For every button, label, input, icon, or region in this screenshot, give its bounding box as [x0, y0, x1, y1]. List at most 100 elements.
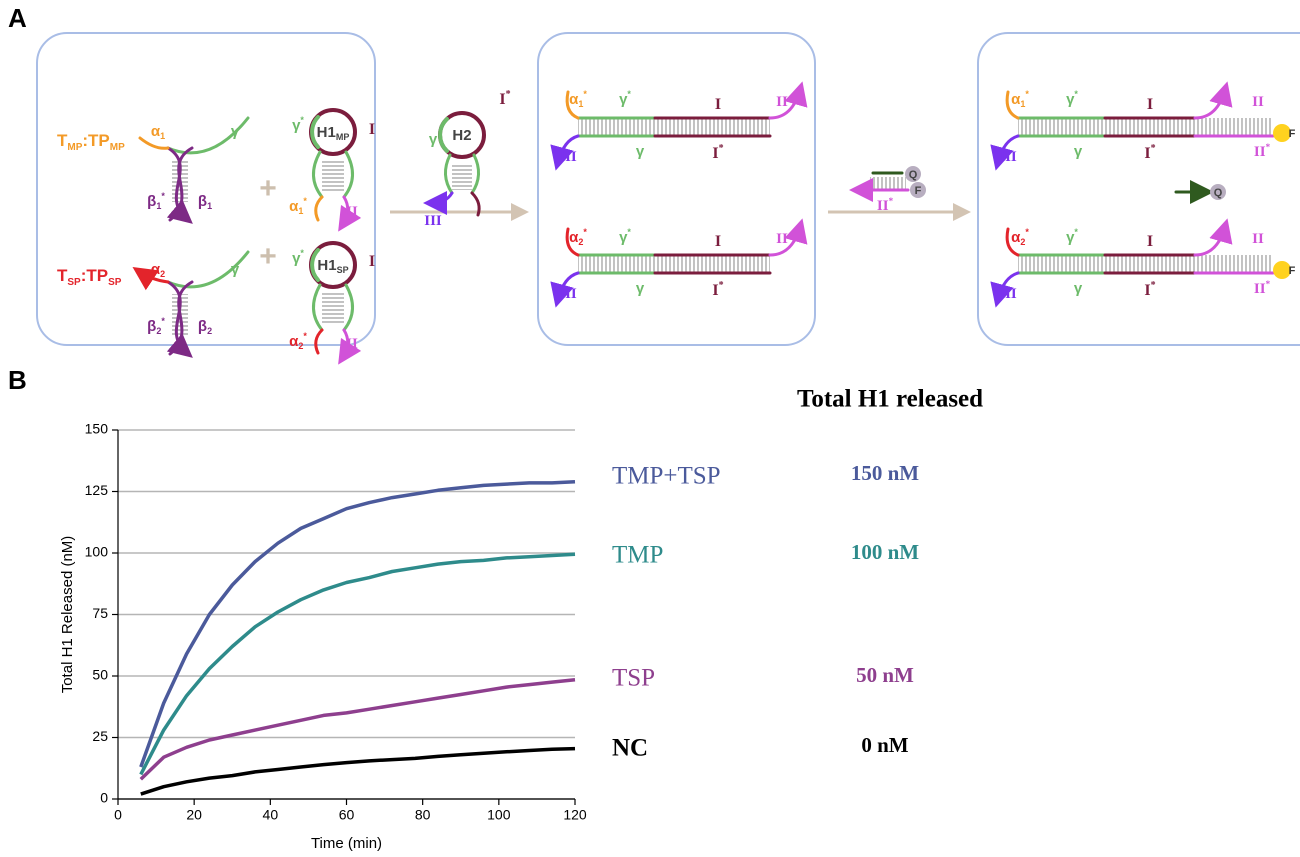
label-text: II	[776, 94, 788, 110]
label-text: γ	[231, 123, 240, 140]
label-sup: *	[1151, 280, 1156, 291]
x-tick-label: 40	[263, 807, 279, 823]
label-sup: *	[627, 227, 631, 237]
y-tick-label: 75	[92, 605, 108, 621]
panel-box	[978, 33, 1300, 345]
diagram-label: α2*	[1011, 227, 1029, 247]
label-text: γ	[1074, 143, 1083, 160]
y-tick-label: 150	[85, 421, 109, 437]
label-text: II	[1254, 144, 1266, 160]
label-sub: SP	[67, 277, 81, 288]
diagram-label: I	[369, 253, 375, 270]
label-sub: MP	[336, 132, 350, 142]
label-text: III	[999, 286, 1017, 302]
diagram-label: γ*	[292, 115, 304, 134]
diagram-label: I	[715, 96, 721, 113]
label-sub: 2	[207, 326, 212, 336]
diagram-label: γ*	[619, 227, 631, 246]
strand	[344, 152, 353, 197]
label-text: II	[877, 198, 889, 214]
diagram-label: α1*	[289, 196, 307, 216]
label-text: +	[259, 172, 277, 205]
x-tick-label: 20	[186, 807, 202, 823]
label-sub: SP	[337, 265, 349, 275]
diagram-label: α2	[151, 261, 165, 279]
label-sub: 2	[160, 269, 165, 279]
diagram-label: γ	[636, 143, 645, 160]
y-tick-label: 50	[92, 667, 108, 683]
diagram-label: γ	[636, 280, 645, 297]
diagram-label: II*	[1254, 279, 1271, 297]
label-text: II	[1254, 281, 1266, 297]
label-text: F	[1289, 265, 1296, 277]
base-pairs	[452, 163, 472, 190]
diagram-label: γ	[231, 261, 240, 278]
label-sup: *	[161, 316, 165, 326]
label-sub: SP	[108, 277, 122, 288]
label-text: H1	[317, 124, 336, 141]
diagram-label: I*	[712, 143, 723, 162]
data-line	[141, 482, 575, 767]
label-text: II	[346, 204, 358, 220]
x-axis-title: Time (min)	[311, 835, 382, 852]
label-text: H1	[317, 257, 336, 274]
diagram-label: II	[1252, 94, 1264, 110]
strand	[472, 155, 479, 193]
label-sup: *	[303, 331, 307, 341]
diagram-label: II	[1252, 231, 1264, 247]
diagram-label: β2*	[147, 316, 165, 336]
diagram-label: I*	[1144, 143, 1155, 162]
label-sub: 2	[1020, 237, 1025, 247]
strand	[1195, 90, 1225, 118]
base-pairs	[870, 177, 906, 189]
y-tick-label: 25	[92, 728, 108, 744]
diagram-label: F	[1289, 128, 1296, 140]
label-sub: MP	[110, 142, 125, 153]
y-tick-label: 0	[100, 790, 108, 806]
label-sub: 1	[298, 206, 303, 216]
label-text: III	[999, 149, 1017, 165]
base-pairs	[578, 118, 770, 136]
diagram-label: II	[776, 231, 788, 247]
diagram-label: I	[1147, 96, 1153, 113]
label-sup: *	[161, 191, 165, 201]
label-text: β	[147, 318, 156, 335]
diagram-label: γ	[429, 131, 438, 148]
y-tick-label: 100	[85, 544, 109, 560]
diagram-label: III	[559, 286, 577, 302]
label-text: β	[198, 318, 207, 335]
label-sub: 1	[1020, 99, 1025, 109]
diagram-label: H1SP	[317, 257, 348, 275]
diagram-label: γ	[231, 123, 240, 140]
label-sub: 2	[298, 341, 303, 351]
x-tick-label: 100	[487, 807, 511, 823]
strand	[313, 285, 322, 330]
diagram-label: α1*	[1011, 89, 1029, 109]
label-sup: *	[1074, 227, 1078, 237]
diagram-label: γ*	[1066, 227, 1078, 246]
diagram-label: Q	[1214, 187, 1223, 199]
diagram-label: TSP:TPSP	[57, 266, 122, 288]
diagram-label: γ	[1074, 143, 1083, 160]
label-text: :TP	[81, 266, 108, 285]
label-text: III	[559, 286, 577, 302]
diagram-label: α1	[151, 123, 165, 141]
diagram-label: III	[999, 286, 1017, 302]
diagram-label: +	[259, 240, 277, 273]
diagram-label: II	[346, 204, 358, 220]
diagram-label: γ	[1074, 280, 1083, 297]
legend-label: NC	[612, 735, 648, 762]
label-sup: *	[719, 143, 724, 154]
label-sup: *	[1151, 143, 1156, 154]
label-sup: *	[583, 89, 587, 99]
diagram-label: III	[424, 213, 442, 229]
total-label: 50 nM	[856, 663, 914, 687]
diagram-label: F	[1289, 265, 1296, 277]
diagram-label: Q	[909, 169, 918, 181]
label-text: I	[1147, 96, 1153, 113]
x-tick-label: 0	[114, 807, 122, 823]
diagram-label: I*	[712, 280, 723, 299]
panel-letter: A	[8, 3, 27, 33]
base-pairs	[322, 160, 344, 192]
strand	[316, 197, 322, 220]
